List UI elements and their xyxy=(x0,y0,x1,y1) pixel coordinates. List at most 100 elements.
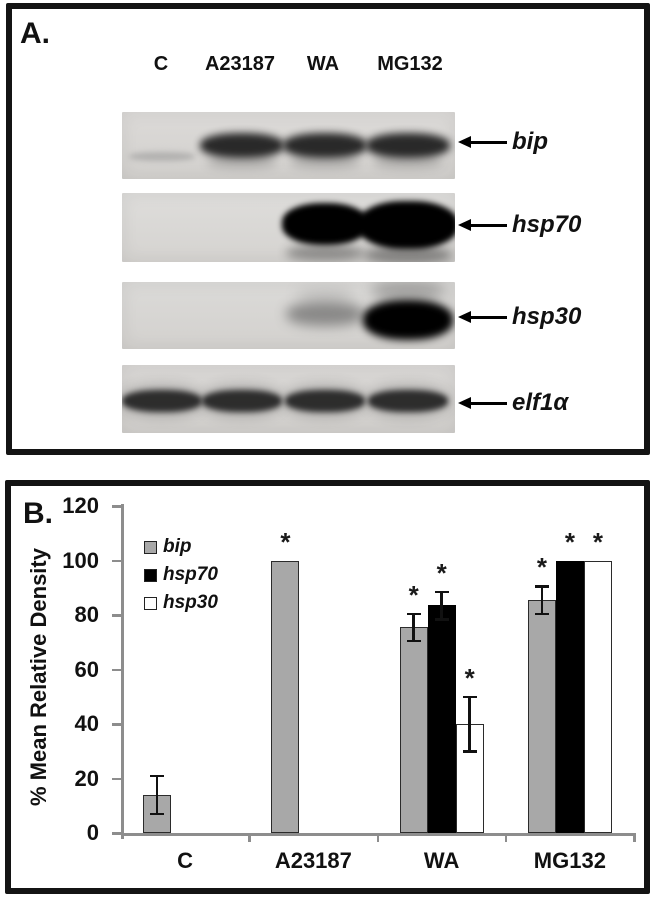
error-bar-line xyxy=(155,775,159,814)
legend-swatch xyxy=(144,540,157,554)
significance-asterisk: * xyxy=(408,579,419,610)
arrow-left-icon xyxy=(458,136,471,148)
blot-band xyxy=(363,300,453,340)
significance-asterisk: * xyxy=(280,526,291,557)
legend-label: bip xyxy=(163,536,192,557)
blot-band xyxy=(358,201,455,249)
blot-band-smear xyxy=(371,282,445,301)
legend: bip hsp70 hsp30 xyxy=(144,533,218,617)
lane-label: WA xyxy=(306,53,340,75)
error-bar-cap xyxy=(534,612,549,616)
y-axis-line xyxy=(121,504,124,839)
y-tick-label: 80 xyxy=(74,602,99,627)
blot-band-smear xyxy=(364,246,452,262)
legend-label: hsp70 xyxy=(163,564,218,585)
significance-asterisk: * xyxy=(464,662,475,693)
blot-band xyxy=(200,132,284,158)
blot-band-smear xyxy=(207,156,277,168)
blot-band xyxy=(286,302,364,326)
blot-band xyxy=(129,151,195,161)
blot-strip xyxy=(122,282,455,349)
arrow-left-icon xyxy=(458,311,471,323)
significance-asterisk: * xyxy=(436,557,447,588)
gene-label: bip xyxy=(512,128,548,155)
x-tick xyxy=(248,833,251,842)
error-bar-cap xyxy=(150,774,165,778)
y-tick xyxy=(112,777,121,780)
y-tick-label: 0 xyxy=(86,820,99,845)
blot-strip xyxy=(122,112,455,179)
y-tick-label: 120 xyxy=(62,493,99,518)
blot-band xyxy=(283,132,367,158)
legend-item: hsp30 xyxy=(144,589,218,617)
y-tick-label: 100 xyxy=(62,547,99,573)
category-label: C xyxy=(177,848,194,873)
category-label: MG132 xyxy=(533,848,606,873)
arrow-line xyxy=(470,315,507,319)
legend-swatch xyxy=(144,596,157,610)
bar xyxy=(527,600,556,833)
blot-band xyxy=(368,390,448,412)
error-bar-line xyxy=(468,696,471,752)
y-tick xyxy=(112,832,121,835)
blot-band xyxy=(282,203,368,245)
blot-band-smear xyxy=(296,288,354,302)
error-bar-cap xyxy=(150,812,165,816)
error-bar-cap xyxy=(462,695,477,699)
arrow-left-icon xyxy=(458,397,471,409)
lane-label: C xyxy=(153,53,169,75)
y-tick xyxy=(112,559,121,562)
bar xyxy=(271,560,300,833)
y-tick xyxy=(112,614,121,617)
blot-strip xyxy=(122,193,455,262)
panel-b: B. % Mean Relative Density bip hsp70 hsp30… xyxy=(5,480,650,894)
bar xyxy=(399,627,428,833)
blot-band xyxy=(366,132,450,158)
x-tick xyxy=(504,833,508,842)
error-bar-cap xyxy=(534,585,549,588)
panel-a: A. C A23187 WA MG132 bip hsp70 hsp30 elf1α xyxy=(6,3,650,455)
lane-label: MG132 xyxy=(377,53,443,75)
error-bar-line xyxy=(540,586,544,614)
error-bar-cap xyxy=(462,750,477,753)
error-bar-cap xyxy=(434,618,449,621)
arrow-left-icon xyxy=(458,219,471,231)
bar xyxy=(583,560,612,833)
y-tick-label: 40 xyxy=(74,711,99,736)
gene-label: elf1α xyxy=(512,389,569,416)
gene-label: hsp70 xyxy=(512,211,582,238)
blot-band xyxy=(285,390,365,412)
arrow-line xyxy=(470,140,507,144)
significance-asterisk: * xyxy=(592,526,603,557)
bar xyxy=(555,560,584,833)
x-tick xyxy=(376,833,379,842)
y-tick xyxy=(112,723,121,726)
x-tick xyxy=(633,833,636,842)
y-tick xyxy=(112,668,121,671)
blot-strip xyxy=(122,365,455,433)
blot-band-smear xyxy=(286,245,364,261)
legend-label: hsp30 xyxy=(163,592,218,613)
blot-band-smear xyxy=(373,156,443,168)
y-tick-label: 60 xyxy=(74,656,99,682)
legend-swatch xyxy=(144,568,157,582)
lane-label: A23187 xyxy=(204,53,276,75)
blot-band xyxy=(202,390,282,412)
error-bar-cap xyxy=(406,639,421,643)
error-bar-line xyxy=(412,613,415,641)
legend-item: hsp70 xyxy=(144,561,218,589)
bar xyxy=(427,605,456,833)
error-bar-line xyxy=(440,591,443,620)
y-tick-label: 20 xyxy=(74,765,99,791)
arrow-line xyxy=(470,223,507,227)
y-tick xyxy=(112,505,121,508)
error-bar-cap xyxy=(406,612,421,616)
significance-asterisk: * xyxy=(536,552,547,583)
error-bar-cap xyxy=(434,590,449,594)
panel-b-label: B. xyxy=(23,497,53,530)
category-label: WA xyxy=(423,848,460,873)
significance-asterisk: * xyxy=(564,526,575,557)
gene-label: hsp30 xyxy=(512,303,582,330)
panel-a-label: A. xyxy=(20,17,50,50)
legend-item: bip xyxy=(144,533,218,561)
